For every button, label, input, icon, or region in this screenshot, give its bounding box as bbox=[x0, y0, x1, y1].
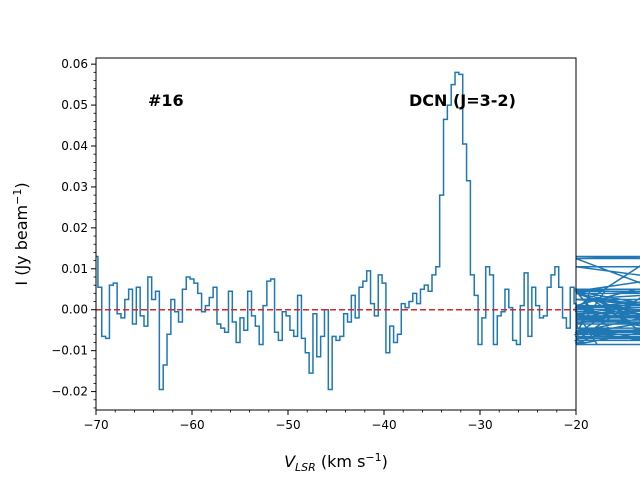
y-tick-label: 0.01 bbox=[61, 262, 88, 276]
y-tick-label: 0.04 bbox=[61, 139, 88, 153]
y-axis-label-end: ) bbox=[12, 182, 31, 188]
x-axis-label-unit-end: ) bbox=[382, 452, 388, 471]
y-tick-label: 0.03 bbox=[61, 180, 88, 194]
x-axis-label: VLSR (km s−1) bbox=[284, 451, 388, 474]
x-axis-label-unit: (km s bbox=[316, 452, 366, 471]
y-tick-label: 0.05 bbox=[61, 98, 88, 112]
y-axis-label: I (Jy beam−1) bbox=[11, 182, 31, 285]
annotation-id: #16 bbox=[148, 91, 184, 110]
x-tick-label: −60 bbox=[179, 418, 204, 432]
x-tick-label: −50 bbox=[275, 418, 300, 432]
spectrum-line bbox=[96, 71, 640, 391]
x-tick-label: −30 bbox=[467, 418, 492, 432]
y-axis-label-sup: −1 bbox=[11, 189, 24, 205]
y-tick-label: −0.01 bbox=[51, 344, 88, 358]
x-axis-label-unit-sup: −1 bbox=[365, 451, 381, 464]
plot-area bbox=[96, 71, 640, 391]
plot-frame bbox=[95, 57, 577, 411]
x-tick-label: −20 bbox=[563, 418, 588, 432]
y-tick-label: 0.02 bbox=[61, 221, 88, 235]
axis-ticks: −70 −60 −50 −40 −30 −20 −0.02 −0.01 0.00 0.01 0.02… bbox=[51, 57, 588, 432]
x-tick-label: −70 bbox=[83, 418, 108, 432]
x-axis-label-subscript: LSR bbox=[295, 461, 316, 474]
y-axis-label-text: I (Jy beam bbox=[12, 205, 31, 286]
x-tick-label: −40 bbox=[371, 418, 396, 432]
x-axis-label-symbol: V bbox=[284, 452, 296, 471]
annotation-line: DCN (J=3-2) bbox=[409, 91, 516, 110]
y-tick-label: 0.00 bbox=[61, 303, 88, 317]
y-tick-label: 0.06 bbox=[61, 57, 88, 71]
y-tick-label: −0.02 bbox=[51, 385, 88, 399]
